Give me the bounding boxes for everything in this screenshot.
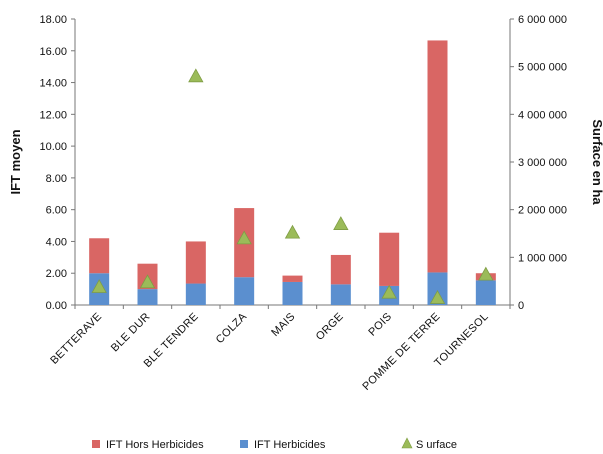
category-label: POIS	[366, 311, 394, 339]
right-tick-label: 4 000 000	[518, 109, 567, 121]
surface-marker	[91, 279, 107, 293]
bar-ift-hors-herbicides	[185, 241, 206, 284]
left-axis-ticks: 0.00 2.00 4.00 6.00 8.00 10.00 12.00 14.00 16.00…	[39, 14, 75, 312]
right-tick-label: 3 000 000	[518, 157, 567, 169]
left-tick-label: 18.00	[39, 14, 67, 26]
bar-ift-herbicides	[330, 284, 351, 305]
legend-label: S urface	[416, 439, 457, 451]
bars	[89, 40, 496, 305]
bar-ift-herbicides	[475, 280, 496, 305]
surface-marker	[429, 290, 446, 304]
category-label: COLZA	[214, 310, 250, 346]
bar-ift-hors-herbicides	[427, 40, 448, 273]
bar-ift-herbicides	[185, 283, 206, 305]
bar-ift-herbicides	[427, 272, 448, 305]
bar-ift-herbicides	[282, 281, 303, 305]
surface-marker	[333, 216, 349, 230]
left-tick-label: 12.00	[39, 109, 67, 121]
right-tick-label: 1 000 000	[518, 252, 567, 264]
right-axis-ticks: 0 1 000 000 2 000 000 3 000 000 4 000 000 5 0…	[510, 14, 567, 312]
left-tick-label: 8.00	[46, 173, 67, 185]
left-tick-label: 16.00	[39, 46, 67, 58]
y2-axis-title: Surface en ha	[590, 119, 603, 205]
category-label: BETTERAVE	[48, 311, 104, 367]
right-tick-label: 0	[518, 300, 524, 312]
left-tick-label: 4.00	[46, 236, 67, 248]
left-tick-label: 10.00	[39, 141, 67, 153]
bar-ift-hors-herbicides	[89, 238, 110, 274]
y-axis-title: IFT moyen	[8, 129, 23, 194]
bar-ift-hors-herbicides	[282, 275, 303, 282]
legend-swatch-s-urface	[401, 437, 413, 449]
surface-marker	[478, 266, 494, 281]
surface-marker	[381, 284, 397, 299]
surface-markers	[91, 68, 494, 304]
x-axis-ticks	[74, 305, 511, 309]
left-tick-label: 14.00	[39, 78, 67, 90]
bar-ift-herbicides	[137, 289, 158, 305]
bar-ift-hors-herbicides	[379, 232, 400, 286]
legend-label: IFT Hors Herbicides	[106, 439, 204, 451]
category-label: BLE DUR	[109, 311, 153, 355]
left-tick-label: 0.00	[46, 300, 67, 312]
surface-marker	[139, 274, 156, 289]
left-tick-label: 6.00	[46, 205, 67, 217]
left-tick-label: 2.00	[46, 268, 67, 280]
legend-label: IFT Herbicides	[254, 439, 326, 451]
bar-ift-herbicides	[234, 277, 255, 305]
category-label: MAIS	[269, 311, 297, 339]
right-tick-label: 6 000 000	[518, 14, 567, 26]
bar-ift-hors-herbicides	[330, 254, 351, 285]
category-label: ORGE	[314, 311, 346, 343]
legend: IFT Hors Herbicides IFT Herbicides S urfac…	[92, 437, 457, 451]
surface-marker	[236, 230, 252, 245]
surface-marker	[284, 224, 301, 239]
legend-swatch-ift-hors-herbicides	[92, 440, 100, 448]
legend-swatch-ift-herbicides	[240, 440, 248, 448]
right-tick-label: 5 000 000	[518, 62, 567, 74]
right-tick-label: 2 000 000	[518, 205, 567, 217]
surface-marker	[188, 68, 204, 83]
